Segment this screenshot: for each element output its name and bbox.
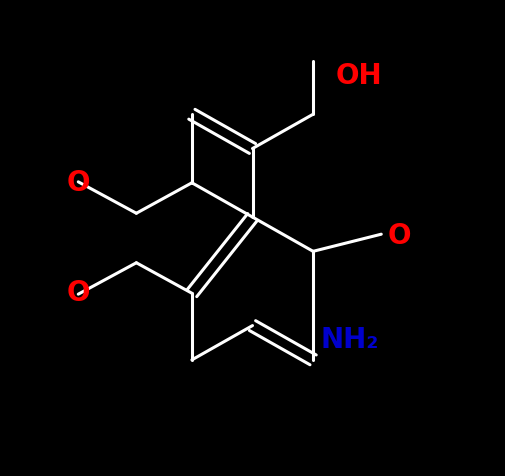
Text: O: O: [67, 279, 90, 307]
Text: O: O: [67, 169, 90, 197]
Text: OH: OH: [336, 62, 382, 90]
Text: O: O: [387, 222, 411, 249]
Text: NH₂: NH₂: [321, 327, 379, 354]
